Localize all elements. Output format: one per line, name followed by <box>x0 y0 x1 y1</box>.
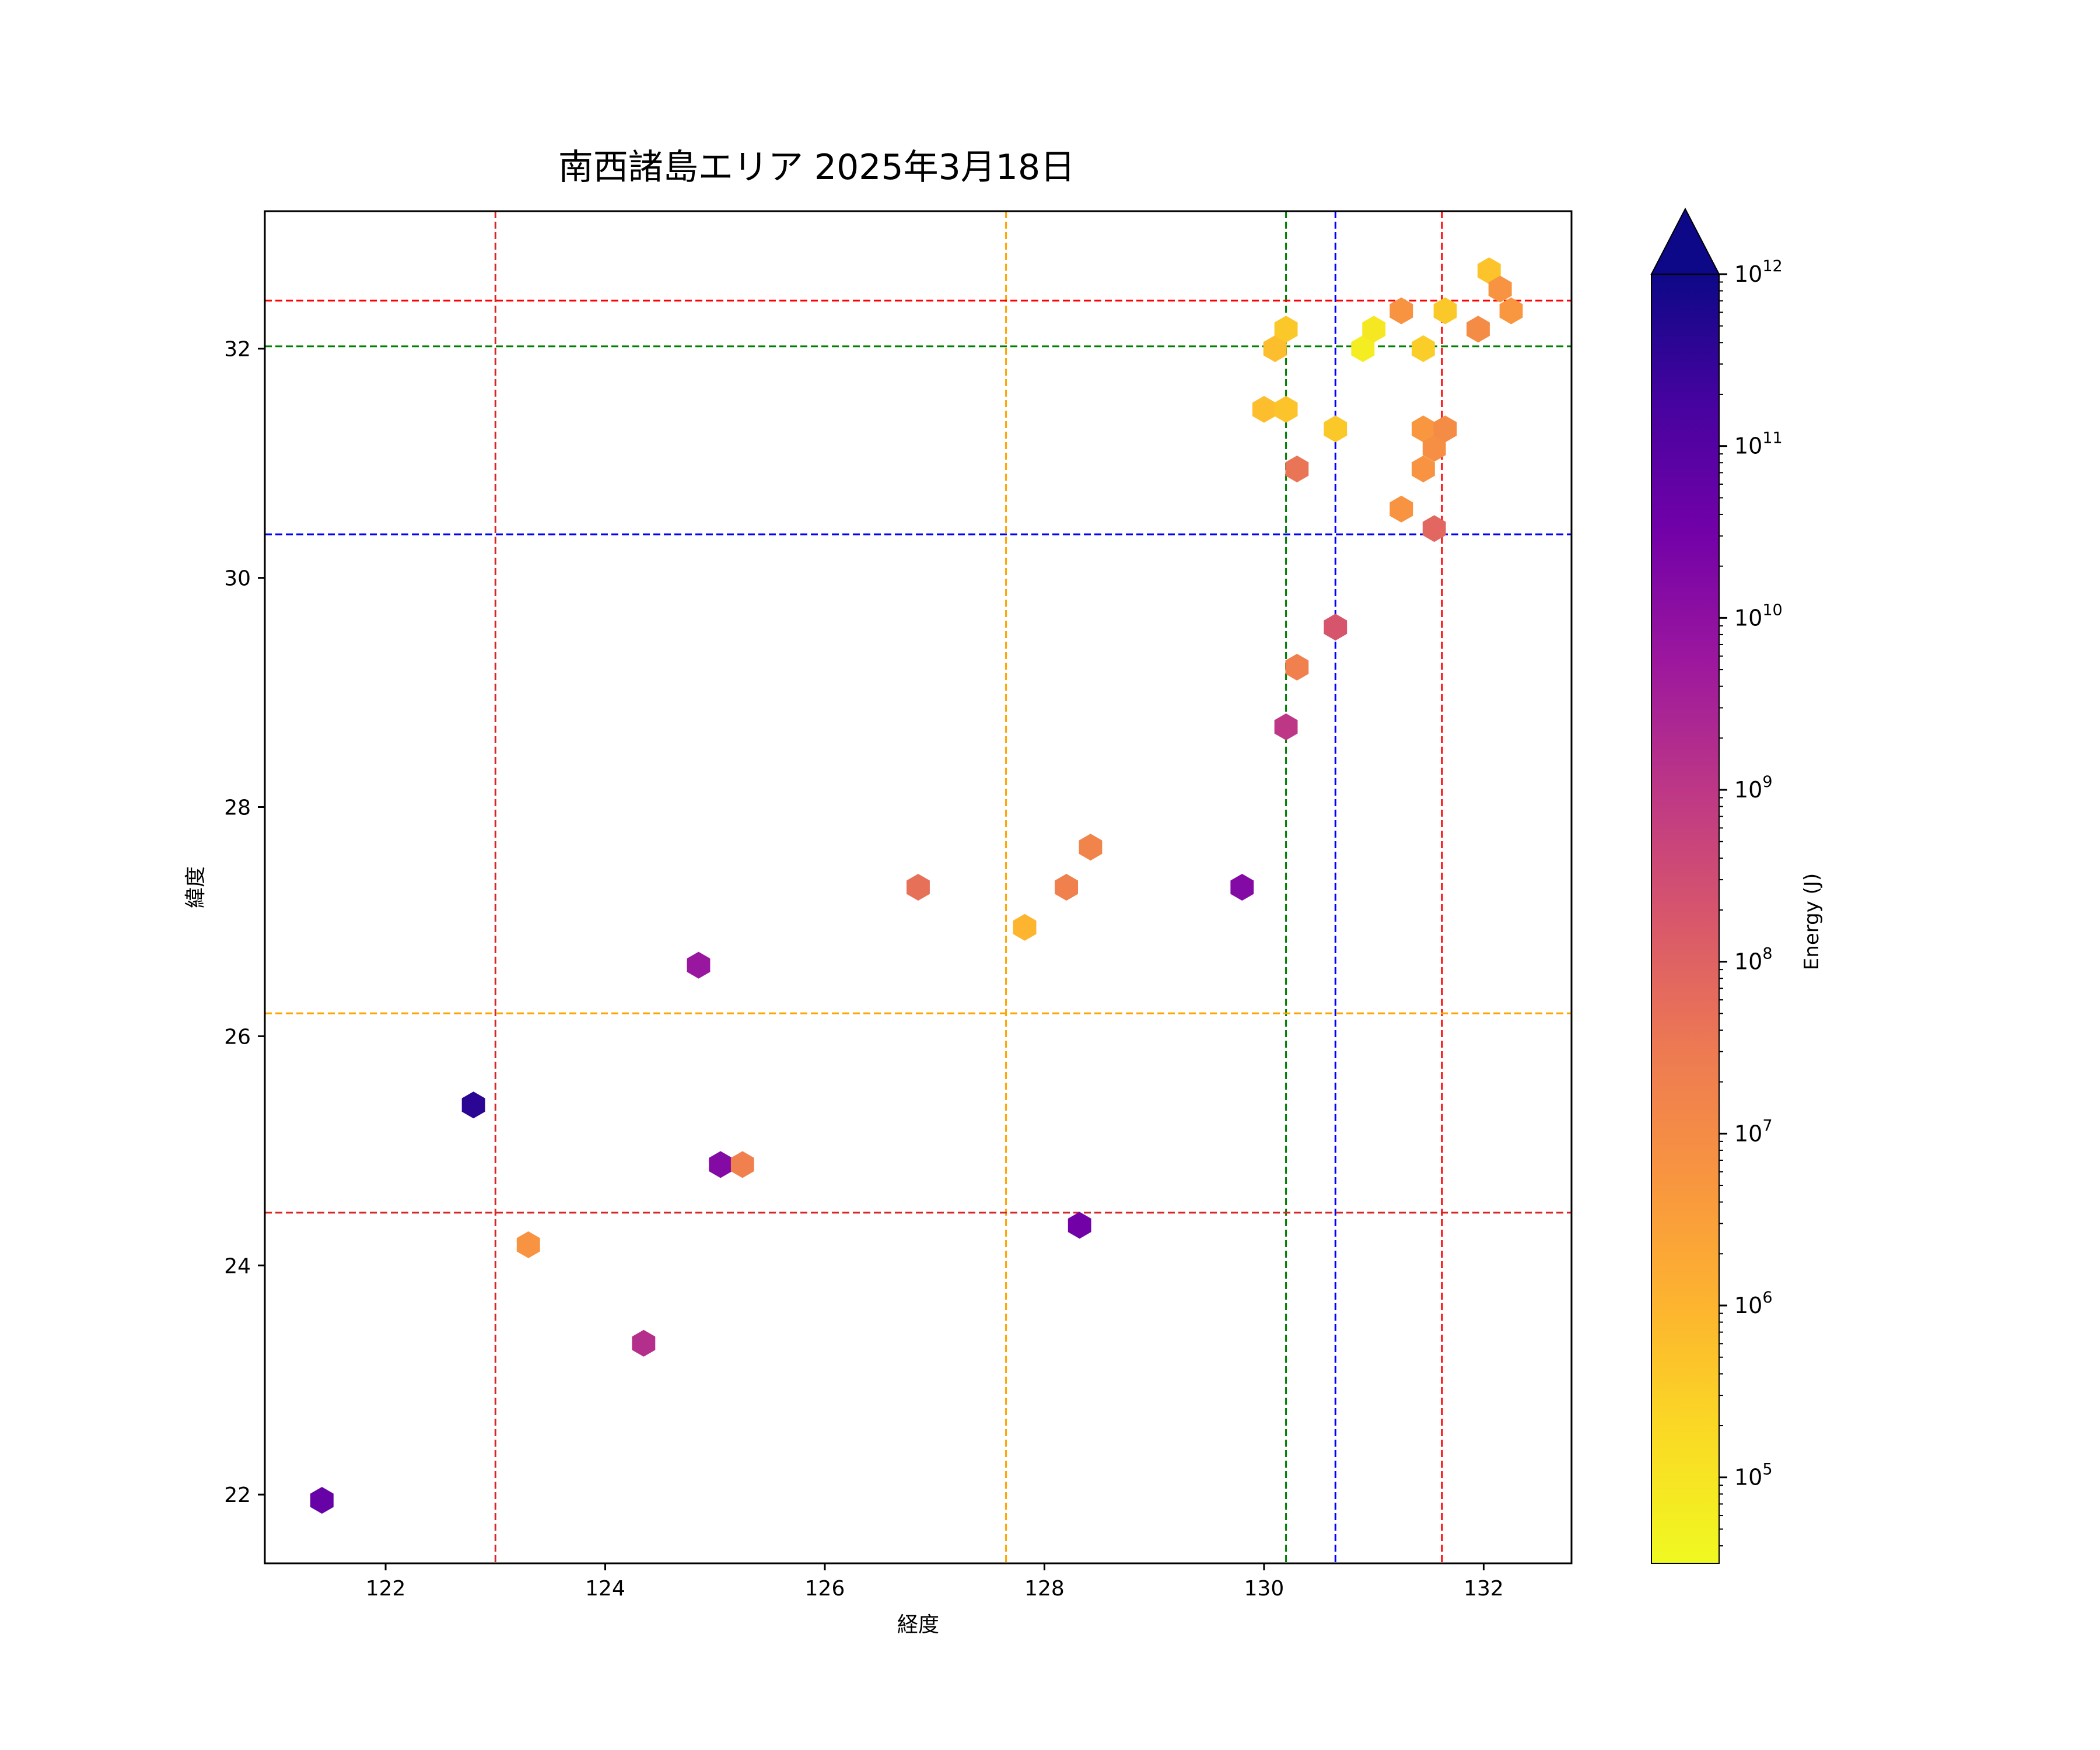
x-axis-label: 経度 <box>897 1613 939 1637</box>
data-point-28 <box>1433 415 1457 443</box>
plot-frame <box>264 210 1573 1564</box>
data-point-8 <box>1013 914 1037 941</box>
data-point-2 <box>516 1231 540 1258</box>
data-point-15 <box>1324 614 1348 641</box>
colorbar-tick-label: 1010 <box>1734 601 1783 631</box>
data-point-31 <box>1422 515 1446 542</box>
colorbar-ticks: 105 106 107 108 109 1010 1011 1012 <box>1719 257 1783 1546</box>
data-point-33 <box>1466 316 1490 343</box>
data-point-0 <box>310 1487 334 1514</box>
data-point-9 <box>1055 874 1078 901</box>
data-point-24 <box>1390 297 1413 324</box>
colorbar-tick-label: 108 <box>1734 945 1773 975</box>
colorbar-tick-label: 106 <box>1734 1289 1773 1318</box>
colorbar-tick-label: 109 <box>1734 773 1773 803</box>
y-tick-label: 22 <box>224 1483 251 1507</box>
data-point-4 <box>687 951 710 979</box>
colorbar-tick-label: 1011 <box>1734 429 1783 459</box>
data-point-14 <box>1285 653 1309 681</box>
data-point-27 <box>1422 435 1446 462</box>
data-point-23 <box>1362 316 1386 343</box>
data-point-19 <box>1263 335 1287 362</box>
y-tick-label: 26 <box>224 1025 251 1049</box>
data-point-20 <box>1274 316 1298 343</box>
x-tick-label: 124 <box>585 1577 625 1601</box>
y-tick-label: 30 <box>224 567 251 591</box>
data-point-1 <box>461 1091 485 1119</box>
data-point-30 <box>1390 495 1413 523</box>
data-point-13 <box>1274 713 1298 740</box>
colorbar-label: Energy (J) <box>1800 873 1824 970</box>
chart-title: 南西諸島エリア 2025年3月18日 <box>558 147 1075 188</box>
y-tick-label: 32 <box>224 338 251 362</box>
data-point-5 <box>709 1151 733 1178</box>
colorbar-tick-label: 107 <box>1734 1116 1773 1146</box>
x-axis-ticks: 122 124 126 128 130 132 <box>366 1563 1504 1601</box>
data-point-11 <box>1068 1212 1091 1239</box>
plot-area <box>264 210 1573 1564</box>
data-point-7 <box>907 874 930 901</box>
data-point-35 <box>1488 275 1512 303</box>
data-point-3 <box>632 1329 656 1357</box>
colorbar-tick-label: 1012 <box>1734 257 1783 287</box>
data-point-26 <box>1412 415 1435 443</box>
data-points <box>310 257 1523 1514</box>
x-tick-label: 130 <box>1244 1577 1284 1601</box>
x-tick-label: 132 <box>1464 1577 1504 1601</box>
data-point-16 <box>1285 456 1309 482</box>
y-tick-label: 24 <box>224 1254 251 1278</box>
data-point-6 <box>730 1151 754 1178</box>
data-point-36 <box>1499 297 1523 324</box>
x-tick-label: 122 <box>366 1577 406 1601</box>
data-point-18 <box>1274 396 1298 423</box>
colorbar-gradient <box>1651 274 1720 1564</box>
y-tick-label: 28 <box>224 796 251 820</box>
x-tick-label: 126 <box>805 1577 845 1601</box>
colorbar: 105 106 107 108 109 1010 1011 1012 Energy (J) <box>1650 207 1824 1564</box>
x-tick-label: 128 <box>1024 1577 1065 1601</box>
y-axis-ticks: 22 24 26 28 30 32 <box>224 338 265 1507</box>
data-point-25 <box>1412 335 1435 362</box>
y-axis-label: 緯度 <box>184 866 208 908</box>
data-point-32 <box>1433 297 1457 324</box>
data-point-22 <box>1351 335 1375 362</box>
colorbar-extend-arrow <box>1650 207 1720 275</box>
data-point-29 <box>1412 456 1435 482</box>
data-point-21 <box>1324 415 1348 443</box>
data-point-34 <box>1477 257 1501 285</box>
colorbar-tick-label: 105 <box>1734 1461 1773 1490</box>
data-point-17 <box>1252 396 1276 423</box>
data-point-10 <box>1079 834 1102 861</box>
data-point-12 <box>1230 874 1254 901</box>
